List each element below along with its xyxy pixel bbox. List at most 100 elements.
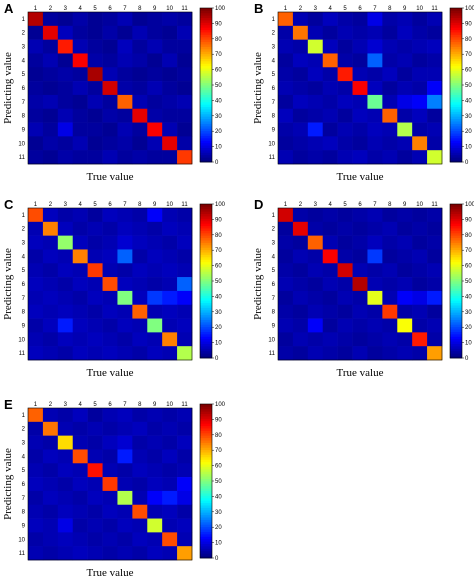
heatmap-cell xyxy=(132,518,148,533)
heatmap-cell xyxy=(72,332,88,347)
colorbar-segment xyxy=(450,254,462,258)
heatmap-cell xyxy=(162,108,178,123)
heatmap-cell xyxy=(412,249,428,264)
colorbar-segment xyxy=(200,507,212,511)
colorbar-segment xyxy=(200,449,212,453)
heatmap-cell xyxy=(117,221,133,236)
colorbar-segment xyxy=(450,111,462,115)
y-axis-label: Predicting value xyxy=(2,248,14,320)
heatmap-cell xyxy=(397,221,413,236)
y-tick-label: 11 xyxy=(269,351,276,357)
colorbar-segment xyxy=(200,106,212,110)
colorbar: 0 10 20 30 40 50 60 70 80 90 100 xyxy=(449,202,474,362)
heatmap-cell xyxy=(177,463,193,478)
y-tick-label: 1 xyxy=(22,413,26,419)
heatmap-cell xyxy=(117,12,133,27)
colorbar-segment xyxy=(450,309,462,313)
colorbar-segment xyxy=(200,456,212,460)
colorbar-segment xyxy=(200,230,212,234)
colorbar-segment xyxy=(450,44,462,47)
heatmap-cell xyxy=(162,518,178,533)
colorbar-segment xyxy=(450,290,462,294)
colorbar-tick-label: 30 xyxy=(215,510,222,516)
heatmap-cell xyxy=(147,435,163,450)
heatmap-cell xyxy=(412,136,428,151)
heatmap-cell xyxy=(57,53,74,68)
heatmap-cell xyxy=(28,81,44,96)
heatmap-cell xyxy=(322,332,338,347)
colorbar-segment xyxy=(200,524,212,528)
heatmap-cell xyxy=(72,150,88,165)
colorbar-segment xyxy=(200,309,212,313)
plot-frame xyxy=(277,207,443,361)
heatmap-cell xyxy=(177,277,193,292)
colorbar-tick-label: 30 xyxy=(465,310,472,316)
heatmap-cell xyxy=(397,318,413,333)
colorbar-segment xyxy=(450,92,462,96)
heatmap-cell xyxy=(427,150,443,165)
heatmap-cell xyxy=(132,546,148,561)
heatmap-cell xyxy=(102,235,118,250)
x-tick-label: 9 xyxy=(403,202,407,208)
heatmap-cell xyxy=(307,263,324,278)
x-tick-label: 1 xyxy=(34,402,38,408)
heatmap-cell xyxy=(412,94,428,110)
colorbar-segment xyxy=(200,336,212,340)
x-tick-label: 5 xyxy=(93,202,97,208)
heatmap-cell xyxy=(147,94,163,110)
colorbar-tick-label: 30 xyxy=(215,114,222,120)
colorbar-segment xyxy=(200,271,212,275)
colorbar-tick-label: 10 xyxy=(465,341,472,347)
heatmap-cell xyxy=(292,332,309,347)
heatmap-cell xyxy=(322,136,338,151)
colorbar-segment xyxy=(200,211,212,215)
heatmap-cell xyxy=(57,81,74,96)
heatmap-cell xyxy=(28,332,44,347)
heatmap-cell xyxy=(382,208,398,223)
heatmap-cell xyxy=(307,12,324,27)
colorbar-segment xyxy=(450,149,462,153)
heatmap-cell xyxy=(42,332,59,347)
colorbar-segment xyxy=(200,113,212,117)
colorbar-segment xyxy=(200,204,212,207)
heatmap-cell xyxy=(352,332,368,347)
colorbar-segment xyxy=(450,15,462,19)
heatmap-cell xyxy=(132,67,148,82)
colorbar-segment xyxy=(200,531,212,535)
colorbar-segment xyxy=(450,97,462,100)
heatmap-cell xyxy=(57,108,74,123)
heatmap-cell xyxy=(102,208,118,223)
heatmap-cell xyxy=(147,208,163,223)
heatmap-cell xyxy=(72,208,88,223)
heatmap-cell xyxy=(87,208,103,223)
colorbar-segment xyxy=(450,106,462,110)
colorbar-segment xyxy=(200,350,212,354)
x-tick-label: 9 xyxy=(153,402,157,408)
colorbar-segment xyxy=(200,481,212,484)
heatmap-cell xyxy=(337,94,353,110)
heatmap-cell xyxy=(147,463,163,478)
heatmap-cell xyxy=(57,449,74,464)
heatmap-cell xyxy=(147,150,163,165)
x-tick-label: 3 xyxy=(314,6,318,12)
heatmap-cell xyxy=(337,53,353,68)
heatmap-cell xyxy=(42,263,59,278)
heatmap-cell xyxy=(278,39,294,54)
heatmap-cells xyxy=(28,208,193,361)
colorbar-segment xyxy=(200,345,212,349)
colorbar-segment xyxy=(450,295,462,299)
heatmap-cell xyxy=(132,122,148,137)
colorbar-segment xyxy=(200,288,212,292)
colorbar-segment xyxy=(450,56,462,59)
x-axis-label: True value xyxy=(87,567,134,579)
colorbar-tick-label: 0 xyxy=(465,356,469,362)
colorbar-tick-label: 90 xyxy=(215,417,222,423)
colorbar-segment xyxy=(200,111,212,115)
x-tick-label: 10 xyxy=(166,202,173,208)
heatmap-cell xyxy=(322,81,338,96)
heatmap-cell xyxy=(162,122,178,137)
colorbar-segment xyxy=(450,46,462,50)
colorbar-segment xyxy=(200,142,212,146)
y-tick-label: 9 xyxy=(22,323,26,329)
heatmap-cell xyxy=(102,94,118,110)
